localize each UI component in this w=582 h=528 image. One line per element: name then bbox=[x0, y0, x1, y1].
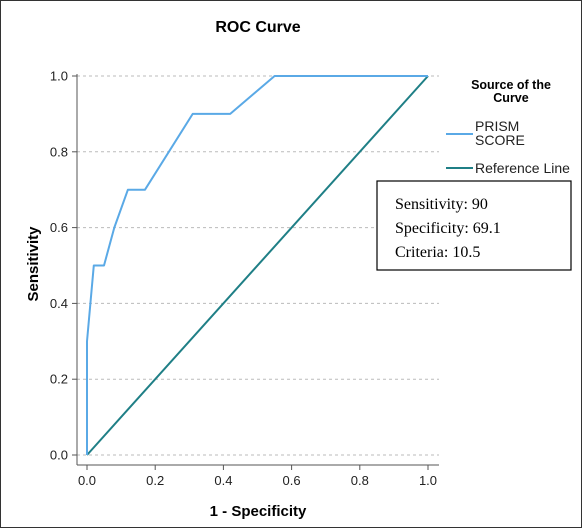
y-tick-label: 0.0 bbox=[50, 448, 68, 463]
legend-label: Reference Line bbox=[475, 160, 570, 176]
x-tick-label: 0.2 bbox=[146, 473, 164, 488]
annotation-criteria: Criteria: 10.5 bbox=[395, 244, 480, 261]
x-tick-label: 0.4 bbox=[214, 473, 232, 488]
legend-title: Source of the Curve bbox=[471, 78, 551, 105]
series-line-prism-score bbox=[86, 75, 428, 455]
y-axis-label: Sensitivity bbox=[25, 226, 42, 302]
y-tick-label: 0.4 bbox=[50, 296, 68, 311]
tick-layer: 0.0 0.2 0.4 0.6 0.8 1.0 0.0 0.2 0.4 0.6 0.8 1.0 bbox=[50, 69, 437, 489]
y-tick-label: 0.8 bbox=[50, 144, 68, 159]
x-tick-label: 0.0 bbox=[78, 473, 96, 488]
series-line-reference-line bbox=[86, 75, 429, 456]
x-axis-label: 1 - Specificity bbox=[210, 503, 307, 520]
y-tick-label: 0.2 bbox=[50, 372, 68, 387]
legend: Source of the Curve PRISM SCORE Reference L… bbox=[446, 78, 570, 176]
annotation-border bbox=[376, 180, 572, 271]
grid-layer bbox=[77, 75, 439, 456]
legend-label: PRISM SCORE bbox=[475, 118, 525, 148]
x-tick-label: 1.0 bbox=[419, 473, 437, 488]
annotation-box: Sensitivity: 90 Specificity: 69.1 Criter… bbox=[376, 180, 572, 271]
annotation-sensitivity: Sensitivity: 90 bbox=[395, 196, 488, 213]
annotation-specificity: Specificity: 69.1 bbox=[395, 220, 501, 237]
y-tick-label: 0.6 bbox=[50, 220, 68, 235]
x-tick-label: 0.6 bbox=[283, 473, 301, 488]
x-tick-label: 0.8 bbox=[351, 473, 369, 488]
series-layer bbox=[86, 75, 429, 456]
y-tick-label: 1.0 bbox=[50, 69, 68, 84]
legend-items: PRISM SCORE Reference Line bbox=[446, 118, 570, 176]
chart-title: ROC Curve bbox=[215, 19, 300, 36]
